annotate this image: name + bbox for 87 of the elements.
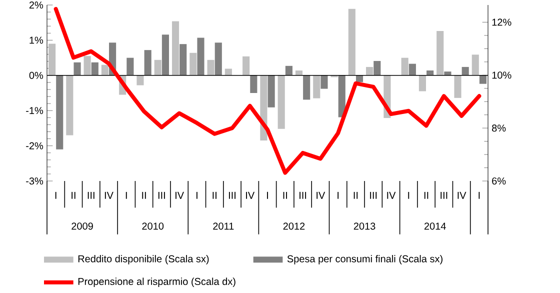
bar xyxy=(374,60,381,76)
bar xyxy=(56,75,64,150)
x-tick-label: III xyxy=(88,192,94,199)
bar xyxy=(285,66,292,76)
bar xyxy=(418,75,426,92)
legend-label: Spesa per consumi finali (Scala sx) xyxy=(287,255,442,264)
bar xyxy=(180,44,187,76)
x-tick-label: I xyxy=(338,192,339,199)
bar xyxy=(408,64,416,76)
x-tick-label: III xyxy=(228,192,236,199)
x-tick-label: III xyxy=(158,192,165,199)
bar xyxy=(250,75,258,94)
x-tick-label: I xyxy=(267,192,268,199)
x-tick-label: I xyxy=(196,192,198,199)
bar xyxy=(172,21,180,76)
bar xyxy=(207,60,214,76)
bar xyxy=(472,54,479,76)
bar xyxy=(48,44,56,76)
x-tick-label: II xyxy=(72,192,76,199)
x-tick-label: II xyxy=(424,192,428,199)
bar xyxy=(101,64,108,76)
x-tick-label: I xyxy=(55,192,56,199)
x-tick-label: IV xyxy=(316,192,326,199)
bar xyxy=(91,62,98,76)
bar xyxy=(479,75,487,84)
bar xyxy=(462,66,469,76)
x-tick-label: IV xyxy=(176,192,184,199)
y-tick-label: -2% xyxy=(26,142,44,150)
y2-tick-label: 10% xyxy=(492,72,512,79)
bar xyxy=(278,75,285,129)
bar xyxy=(295,70,303,76)
bar xyxy=(242,56,250,76)
bar xyxy=(154,60,162,76)
x-tick-label: IV xyxy=(104,192,114,199)
x-tick-label: I xyxy=(126,192,127,199)
x-tick-label: II xyxy=(212,192,216,199)
y-tick-label: 0% xyxy=(29,72,44,79)
bar xyxy=(74,62,81,76)
x-tick-label: IV xyxy=(387,192,396,199)
bar xyxy=(84,56,91,76)
bar xyxy=(190,52,197,76)
bar xyxy=(454,75,462,98)
y-tick-label: 2% xyxy=(29,1,44,9)
bar xyxy=(401,58,408,76)
legend-label: Reddito disponibile (Scala sx) xyxy=(78,255,209,264)
bar xyxy=(436,31,444,76)
y2-tick-label: 12% xyxy=(492,18,512,26)
bar xyxy=(444,72,452,76)
x-tick-label: II xyxy=(142,192,146,199)
x-tick-label: II xyxy=(354,192,358,199)
bar xyxy=(162,34,169,76)
text: 2010 xyxy=(142,222,164,230)
bar xyxy=(268,75,275,108)
bar xyxy=(126,58,134,76)
x-tick-label: I xyxy=(408,192,410,199)
y2-tick-label: 8% xyxy=(492,124,506,132)
x-tick-label: IV xyxy=(246,192,255,199)
bar xyxy=(136,75,144,86)
text: 2011 xyxy=(213,222,234,230)
text: 2013 xyxy=(354,222,376,230)
x-tick-label: III xyxy=(300,192,306,199)
line-series xyxy=(54,6,482,175)
x-tick-label: IV xyxy=(458,192,466,199)
y-tick-label: -3% xyxy=(26,177,44,185)
text: 2014 xyxy=(424,222,446,230)
bar xyxy=(144,50,152,76)
bar xyxy=(426,70,434,76)
bar xyxy=(338,75,346,118)
text: 2009 xyxy=(72,222,93,230)
y-tick-label: -1% xyxy=(26,107,44,114)
y2-tick-label: 6% xyxy=(492,177,506,185)
bar xyxy=(313,75,320,98)
bar xyxy=(366,66,374,76)
legend-label: Propensione al risparmio (Scala dx) xyxy=(78,278,236,287)
x-tick-label: III xyxy=(440,192,448,199)
bar xyxy=(348,8,356,76)
bar xyxy=(66,75,74,136)
text: 2012 xyxy=(283,222,305,230)
bar xyxy=(197,38,204,76)
y-tick-label: 1% xyxy=(30,36,44,44)
bar xyxy=(224,68,232,76)
bar xyxy=(214,42,222,76)
x-tick-label: III xyxy=(370,192,377,199)
x-tick-label: I xyxy=(478,192,480,199)
x-tick-label: II xyxy=(283,192,288,199)
bar xyxy=(320,75,328,89)
bar xyxy=(303,75,310,100)
